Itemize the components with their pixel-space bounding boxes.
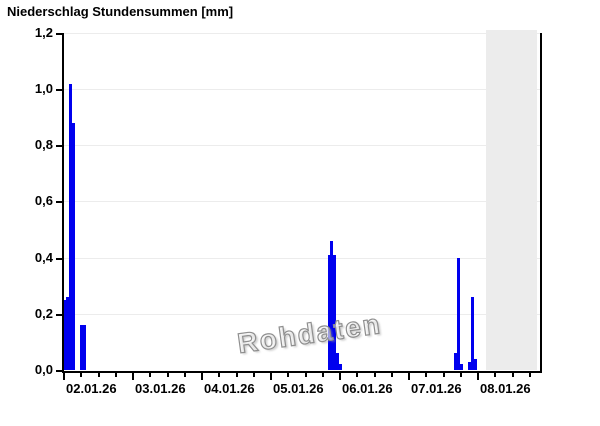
- x-tick-label: 04.01.26: [204, 381, 255, 396]
- x-tick-minor: [167, 373, 169, 377]
- x-tick-label: 07.01.26: [411, 381, 462, 396]
- bar: [339, 364, 342, 370]
- bar: [63, 300, 66, 370]
- bar: [454, 353, 457, 370]
- y-tick-label: 1,2: [34, 25, 53, 40]
- x-tick-label: 05.01.26: [273, 381, 324, 396]
- grid-line: [63, 33, 541, 34]
- x-tick-minor: [512, 373, 514, 377]
- x-tick-minor: [391, 373, 393, 377]
- bar: [69, 84, 72, 370]
- bar: [66, 297, 69, 370]
- x-tick-minor: [443, 373, 445, 377]
- no-data-region: [486, 30, 537, 370]
- x-tick-major: [477, 373, 479, 380]
- x-tick-major: [63, 373, 65, 380]
- watermark-rohdaten: Rohdaten: [235, 308, 384, 360]
- grid-line: [63, 201, 541, 202]
- bar: [72, 123, 75, 370]
- x-tick-minor: [425, 373, 427, 377]
- bar: [457, 258, 460, 370]
- right-border-line: [540, 33, 542, 373]
- y-tick-label: 1,0: [34, 81, 53, 96]
- x-tick-minor: [460, 373, 462, 377]
- x-tick-minor: [184, 373, 186, 377]
- x-tick-minor: [356, 373, 358, 377]
- bar: [333, 255, 336, 370]
- x-tick-major: [201, 373, 203, 380]
- x-tick-major: [132, 373, 134, 380]
- x-tick-major: [339, 373, 341, 380]
- y-tick-label: 0,8: [34, 137, 53, 152]
- x-tick-label: 03.01.26: [135, 381, 186, 396]
- bar: [328, 255, 331, 370]
- x-axis-line: [62, 371, 542, 373]
- x-tick-minor: [494, 373, 496, 377]
- grid-line: [63, 89, 541, 90]
- grid-line: [63, 258, 541, 259]
- bar: [336, 353, 339, 370]
- y-tick: [56, 258, 63, 260]
- x-tick-minor: [253, 373, 255, 377]
- x-tick-minor: [98, 373, 100, 377]
- x-tick-minor: [149, 373, 151, 377]
- y-tick-label: 0,6: [34, 193, 53, 208]
- bar: [83, 325, 86, 370]
- x-tick-minor: [80, 373, 82, 377]
- x-tick-label: 08.01.26: [480, 381, 531, 396]
- y-axis-line: [62, 33, 64, 373]
- y-tick: [56, 145, 63, 147]
- x-tick-major: [270, 373, 272, 380]
- x-tick-minor: [287, 373, 289, 377]
- y-tick-label: 0,0: [34, 362, 53, 377]
- x-tick-minor: [218, 373, 220, 377]
- bar: [330, 241, 333, 370]
- x-tick-minor: [115, 373, 117, 377]
- x-tick-major: [408, 373, 410, 380]
- bar: [468, 362, 471, 370]
- chart-title: Niederschlag Stundensummen [mm]: [7, 4, 234, 19]
- grid-line: [63, 145, 541, 146]
- y-tick: [56, 314, 63, 316]
- x-tick-minor: [529, 373, 531, 377]
- bar: [474, 359, 477, 370]
- x-tick-minor: [305, 373, 307, 377]
- y-tick: [56, 201, 63, 203]
- bar: [471, 297, 474, 370]
- y-tick: [56, 33, 63, 35]
- x-tick-minor: [236, 373, 238, 377]
- bar: [460, 364, 463, 370]
- y-tick: [56, 89, 63, 91]
- bar: [80, 325, 83, 370]
- x-tick-label: 06.01.26: [342, 381, 393, 396]
- x-tick-label: 02.01.26: [66, 381, 117, 396]
- x-tick-minor: [322, 373, 324, 377]
- x-tick-minor: [374, 373, 376, 377]
- y-tick-label: 0,4: [34, 250, 53, 265]
- y-tick: [56, 370, 63, 372]
- y-tick-label: 0,2: [34, 306, 53, 321]
- grid-line: [63, 314, 541, 315]
